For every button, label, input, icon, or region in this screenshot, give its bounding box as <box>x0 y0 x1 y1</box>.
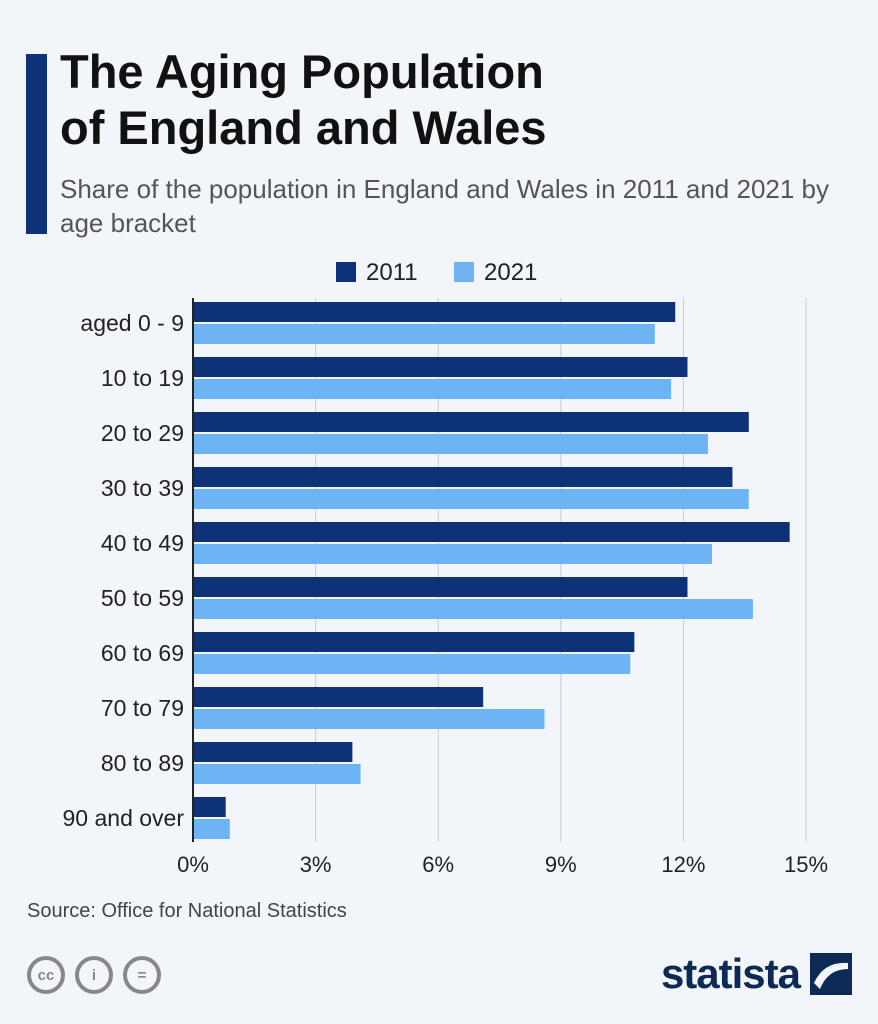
bar-2011 <box>193 412 749 432</box>
title-line-2: of England and Wales <box>60 101 547 154</box>
category-label: 50 to 59 <box>101 585 184 611</box>
category-label: 10 to 19 <box>101 365 184 391</box>
bar-2011 <box>193 577 688 597</box>
bar-2011 <box>193 357 688 377</box>
category-label: 20 to 29 <box>101 420 184 446</box>
category-label: aged 0 - 9 <box>80 310 184 336</box>
x-tick-label: 12% <box>661 852 705 877</box>
bar-2021 <box>193 709 545 729</box>
brand-logo[interactable]: statista <box>661 950 852 998</box>
bar-2011 <box>193 742 353 762</box>
chart-title: The Aging Population of England and Wale… <box>60 44 840 156</box>
bar-2021 <box>193 324 655 344</box>
bar-2021 <box>193 764 361 784</box>
bar-2021 <box>193 544 713 564</box>
category-label: 40 to 49 <box>101 530 184 556</box>
statista-logo-icon <box>810 953 852 995</box>
x-tick-label: 15% <box>784 852 828 877</box>
x-tick-label: 6% <box>422 852 454 877</box>
bar-2021 <box>193 819 230 839</box>
category-label: 30 to 39 <box>101 475 184 501</box>
title-accent-bar <box>26 54 47 234</box>
bar-2011 <box>193 632 635 652</box>
source-note: Source: Office for National Statistics <box>27 900 347 922</box>
license-icons: cc i = <box>27 956 161 994</box>
category-label: 60 to 69 <box>101 640 184 666</box>
bar-2011 <box>193 302 676 322</box>
cc-icon[interactable]: cc <box>27 956 65 994</box>
title-line-1: The Aging Population <box>60 45 544 98</box>
x-tick-label: 9% <box>545 852 577 877</box>
category-label: 70 to 79 <box>101 695 184 721</box>
bar-2021 <box>193 434 708 454</box>
no-derivatives-icon[interactable]: = <box>123 956 161 994</box>
bar-2011 <box>193 687 484 707</box>
bar-2011 <box>193 522 790 542</box>
attribution-icon[interactable]: i <box>75 956 113 994</box>
chart-subtitle: Share of the population in England and W… <box>60 174 830 238</box>
category-label: 90 and over <box>63 805 185 831</box>
legend-label: 2011 <box>366 259 418 286</box>
bar-2021 <box>193 379 672 399</box>
brand-wordmark: statista <box>660 950 801 997</box>
legend-swatch-2011 <box>336 262 356 282</box>
bar-2011 <box>193 467 733 487</box>
bar-2021 <box>193 654 631 674</box>
x-tick-label: 0% <box>177 852 209 877</box>
x-tick-label: 3% <box>300 852 332 877</box>
legend-swatch-2021 <box>454 262 474 282</box>
bar-2021 <box>193 489 749 509</box>
category-label: 80 to 89 <box>101 750 184 776</box>
legend-label: 2021 <box>484 259 537 286</box>
bar-chart: 0% 3% 6% 9% 12% 15% aged 0 - 9 10 to 19 20 to 29… <box>63 259 829 877</box>
bar-2011 <box>193 797 226 817</box>
bar-2021 <box>193 599 753 619</box>
